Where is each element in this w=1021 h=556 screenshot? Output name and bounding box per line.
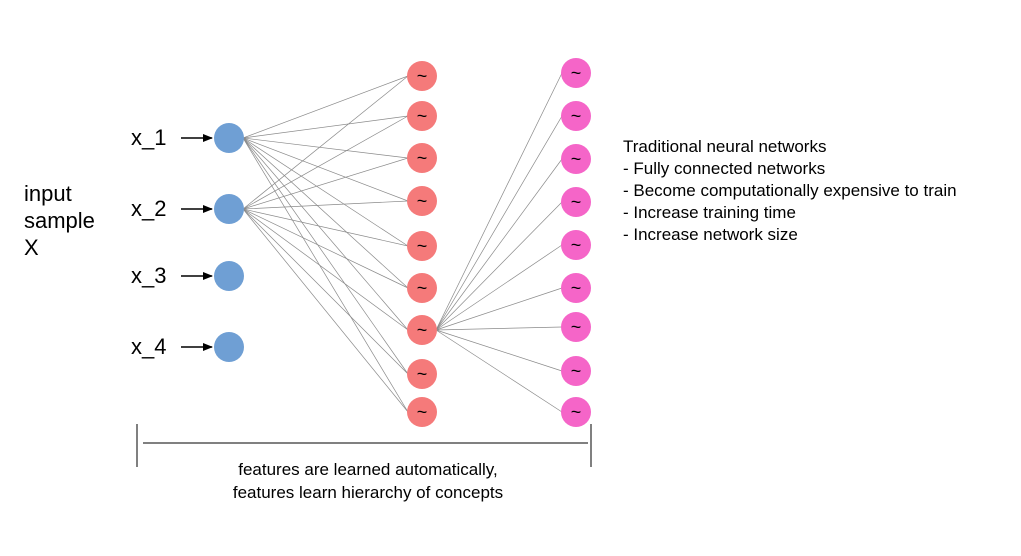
input-label: x_1 (131, 125, 166, 150)
hidden-node-layer-2 (561, 58, 591, 88)
connection-line (435, 329, 563, 372)
activation-symbol: ~ (571, 63, 582, 83)
activation-symbol: ~ (571, 278, 582, 298)
caption-line: features are learned automatically, (238, 460, 498, 479)
activation-symbol: ~ (417, 106, 428, 126)
input-label: x_4 (131, 334, 166, 359)
caption-line: features learn hierarchy of concepts (232, 483, 504, 502)
activation-symbol: ~ (417, 364, 428, 384)
connection-line (242, 115, 409, 139)
hidden-node-layer-1 (407, 61, 437, 91)
input-sample-label: input sample X (24, 180, 95, 261)
connection-line (435, 158, 563, 331)
hidden-node-layer-1 (407, 397, 437, 427)
connections (242, 72, 563, 413)
connection-line (242, 208, 409, 289)
notes-item: - Become computationally expensive to tr… (623, 181, 957, 200)
notes-list: Traditional neural networks - Fully conn… (623, 136, 957, 246)
activation-symbol: ~ (571, 106, 582, 126)
hidden-node-layer-2 (561, 144, 591, 174)
connection-line (242, 208, 409, 247)
hidden-node-layer-2 (561, 273, 591, 303)
hidden-node-layer-1 (407, 101, 437, 131)
connection-line (242, 137, 409, 247)
input-node (214, 194, 244, 224)
input-sample-line: X (24, 235, 39, 260)
connection-line (242, 137, 409, 289)
input-node (214, 261, 244, 291)
connection-line (242, 75, 409, 139)
connection-line (242, 200, 409, 210)
input-sample-line: input (24, 181, 72, 206)
connection-line (242, 208, 409, 413)
activation-symbol: ~ (417, 236, 428, 256)
notes-item: - Increase training time (623, 203, 796, 222)
connection-line (435, 115, 563, 331)
connection-line (242, 75, 409, 210)
input-label: x_2 (131, 196, 166, 221)
activation-symbol: ~ (571, 235, 582, 255)
hidden-node-layer-2 (561, 356, 591, 386)
notes-item: - Fully connected networks (623, 159, 826, 178)
caption: features are learned automatically, feat… (140, 458, 596, 504)
connection-line (242, 208, 409, 331)
connection-line (435, 326, 563, 331)
connection-line (242, 115, 409, 210)
input-label: x_3 (131, 263, 166, 288)
activation-symbol: ~ (571, 149, 582, 169)
hidden-node-layer-2 (561, 187, 591, 217)
hidden-node-layer-2 (561, 397, 591, 427)
connection-line (242, 157, 409, 210)
hidden-node-layer-1 (407, 315, 437, 345)
activation-symbol: ~ (417, 278, 428, 298)
connection-line (435, 244, 563, 331)
connection-line (242, 208, 409, 375)
connection-line (435, 287, 563, 331)
hidden-node-layer-1 (407, 273, 437, 303)
activation-symbol: ~ (571, 192, 582, 212)
connection-line (242, 137, 409, 331)
input-labels: x_1 x_2 x_3 x_4 (131, 125, 166, 359)
activation-symbol: ~ (417, 402, 428, 422)
hidden-node-layer-1 (407, 143, 437, 173)
input-sample-line: sample (24, 208, 95, 233)
activation-symbol: ~ (417, 148, 428, 168)
bracket (136, 424, 592, 467)
hidden-node-layer-1 (407, 186, 437, 216)
activation-symbol: ~ (417, 320, 428, 340)
activation-symbol: ~ (571, 361, 582, 381)
connection-line (435, 72, 563, 331)
input-arrows (181, 134, 213, 351)
hidden-node-layer-2 (561, 101, 591, 131)
connection-line (435, 201, 563, 331)
input-node (214, 123, 244, 153)
hidden-node-layer-1 (407, 231, 437, 261)
hidden-node-layer-2 (561, 230, 591, 260)
activation-symbol: ~ (571, 317, 582, 337)
hidden-node-layer-2 (561, 312, 591, 342)
activation-symbol: ~ (571, 402, 582, 422)
activation-symbol: ~ (417, 66, 428, 86)
notes-title: Traditional neural networks (623, 137, 827, 156)
notes-item: - Increase network size (623, 225, 798, 244)
connection-line (242, 137, 409, 159)
activation-symbol: ~ (417, 191, 428, 211)
nodes: ~ ~ ~ ~ ~ ~ ~ ~ ~ ~ ~ ~ ~ ~ ~ ~ ~ ~ (214, 58, 591, 427)
hidden-node-layer-1 (407, 359, 437, 389)
connection-line (242, 137, 409, 202)
connection-line (242, 137, 409, 375)
connection-line (435, 329, 563, 413)
input-node (214, 332, 244, 362)
connection-line (242, 137, 409, 413)
